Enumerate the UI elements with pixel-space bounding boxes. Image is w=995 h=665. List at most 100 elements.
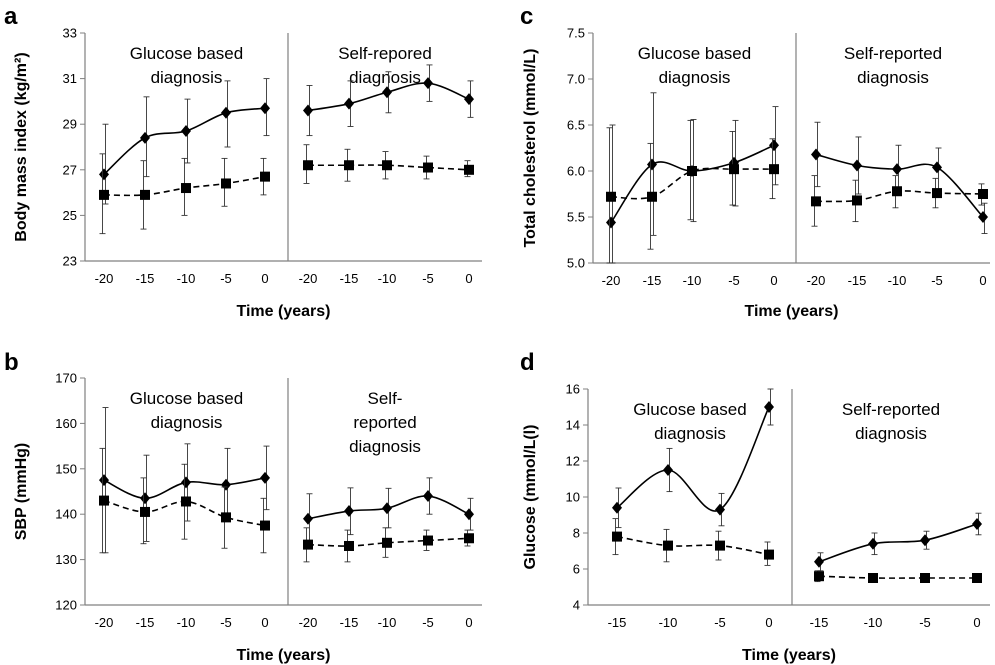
x-tick-label: -20 — [299, 615, 318, 630]
x-axis-label: Time (years) — [745, 303, 839, 320]
group-1: Glucose based diagnosis -15 -10 -5 0 — [608, 388, 774, 630]
series-line — [307, 537, 470, 547]
x-tick-label: -20 — [299, 271, 318, 286]
series-diamond — [814, 512, 982, 572]
x-tick-label: -15 — [136, 615, 155, 630]
data-point — [978, 211, 988, 223]
group-2: Self-reported diagnosis -20 -15 -10 -5 0 — [299, 389, 474, 630]
data-point — [464, 164, 474, 175]
series-square — [606, 119, 779, 264]
group-2: Self-reported diagnosis -15 -10 -5 0 — [810, 400, 982, 630]
group-2: Self-reported diagnosis -20 -15 -10 -5 0 — [807, 44, 988, 288]
data-point — [606, 191, 616, 202]
y-tick-label: 14 — [566, 418, 580, 433]
data-point — [663, 464, 673, 476]
data-point — [811, 196, 821, 207]
data-point — [99, 189, 109, 200]
y-tick-label: 120 — [55, 598, 77, 613]
data-point — [715, 503, 725, 516]
y-tick-label: 6 — [573, 562, 580, 577]
series-square — [303, 527, 474, 563]
x-tick-label: -5 — [728, 273, 740, 288]
x-tick-label: -10 — [888, 273, 907, 288]
series-diamond — [811, 121, 988, 235]
x-tick-label: -5 — [714, 615, 726, 630]
y-tick-label: 7.0 — [567, 72, 585, 87]
x-tick-label: 0 — [979, 273, 986, 288]
x-tick-label: 0 — [465, 615, 472, 630]
data-point — [303, 512, 313, 525]
data-point — [303, 104, 313, 117]
series-diamond — [99, 78, 270, 205]
data-point — [260, 171, 270, 182]
group-title: Glucose based — [633, 400, 746, 419]
data-point — [140, 492, 150, 505]
data-point — [260, 520, 270, 531]
data-point — [978, 189, 988, 199]
data-point — [181, 476, 191, 489]
data-point — [221, 512, 231, 523]
x-tick-label: 0 — [261, 271, 268, 286]
y-tick-label: 6.0 — [567, 164, 585, 179]
panel-d: d 4 6 8 10 12 14 16 Glucose (mmol/L(l) Time (year… — [520, 349, 990, 664]
data-point — [260, 102, 270, 115]
y-tick-label: 5.5 — [567, 210, 585, 225]
data-point — [729, 164, 739, 175]
series-square — [811, 175, 988, 227]
y-tick-label: 150 — [55, 461, 77, 476]
y-tick-label: 33 — [63, 26, 77, 41]
data-point — [140, 506, 150, 517]
group-1: Glucose based diagnosis -20 -15 -10 -5 0 — [95, 44, 270, 286]
x-tick-label: -5 — [422, 615, 434, 630]
series-diamond — [303, 64, 474, 137]
data-point — [868, 573, 878, 583]
group-title: diagnosis — [151, 68, 223, 87]
data-point — [303, 539, 313, 550]
x-tick-label: -20 — [807, 273, 826, 288]
y-tick-label: 12 — [566, 454, 580, 469]
x-tick-label: -10 — [378, 271, 397, 286]
data-point — [647, 158, 657, 171]
x-axis-label: Time (years) — [237, 647, 331, 664]
y-tick-label: 170 — [55, 371, 77, 386]
data-point — [612, 531, 622, 542]
group-title: Glucose based — [130, 389, 243, 408]
data-point — [423, 535, 433, 546]
data-point — [181, 183, 191, 194]
data-point — [344, 505, 354, 518]
data-point — [382, 160, 392, 171]
data-point — [382, 86, 392, 99]
data-point — [181, 496, 191, 507]
series-line — [815, 153, 984, 218]
y-tick-label: 29 — [63, 117, 77, 132]
group-title: diagnosis — [857, 68, 929, 87]
group-1: Glucose based diagnosis -20 -15 -10 -5 0 — [95, 389, 270, 630]
x-tick-label: -10 — [683, 273, 702, 288]
data-point — [932, 161, 942, 174]
x-tick-label: -15 — [608, 615, 627, 630]
data-point — [764, 401, 774, 413]
x-tick-label: -10 — [378, 615, 397, 630]
x-tick-label: -10 — [177, 271, 196, 286]
data-point — [382, 502, 392, 515]
x-tick-label: -15 — [810, 615, 829, 630]
x-tick-label: -5 — [422, 271, 434, 286]
series-square — [303, 144, 474, 184]
x-tick-label: -15 — [848, 273, 867, 288]
data-point — [868, 537, 878, 550]
data-point — [972, 573, 982, 583]
data-point — [140, 131, 150, 144]
data-point — [344, 97, 354, 110]
group-1: Glucose based diagnosis -20 -15 -10 -5 0 — [602, 44, 779, 288]
data-point — [972, 518, 982, 530]
group-title: diagnosis — [349, 437, 421, 456]
y-tick-label: 160 — [55, 416, 77, 431]
y-tick-label: 4 — [573, 598, 580, 613]
data-point — [715, 540, 725, 551]
group-title: Self-reported — [844, 44, 942, 63]
y-tick-label: 10 — [566, 490, 580, 505]
data-point — [814, 555, 824, 568]
panel-b: b 120 130 140 150 160 170 SBP (mmHg) Time (years… — [4, 349, 482, 664]
data-point — [811, 148, 821, 161]
data-point — [221, 178, 231, 189]
